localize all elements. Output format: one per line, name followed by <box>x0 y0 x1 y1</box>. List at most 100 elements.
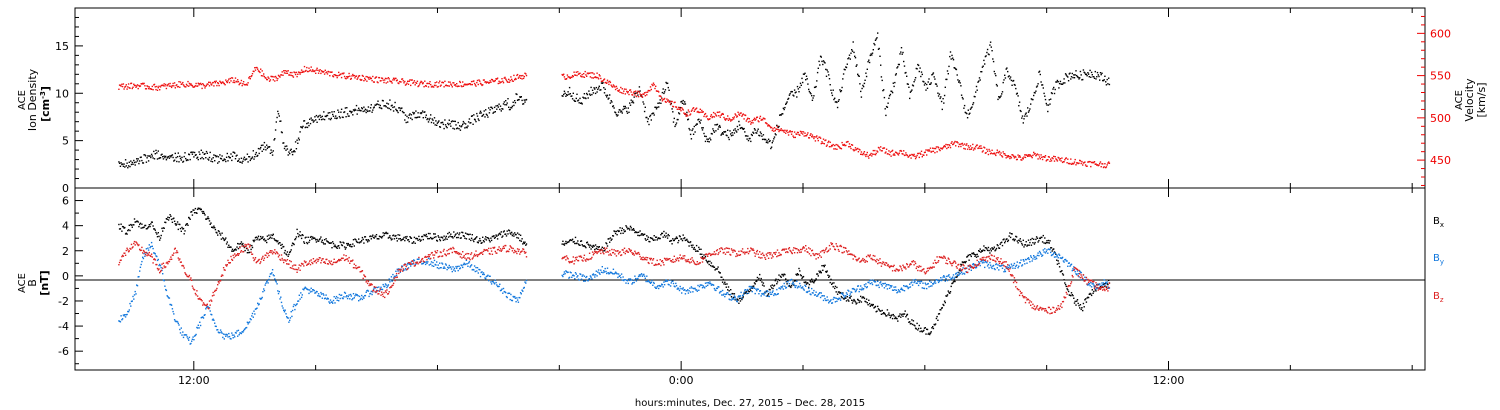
by-point <box>227 336 229 338</box>
density-point <box>494 111 496 113</box>
density-point <box>1054 88 1056 91</box>
by-point <box>595 270 597 272</box>
velocity-point <box>1090 165 1092 168</box>
velocity-point <box>815 136 817 138</box>
velocity-point <box>654 87 656 90</box>
velocity-point <box>251 75 253 77</box>
by-point <box>681 292 683 294</box>
bx-point <box>448 231 450 234</box>
by-point <box>136 284 138 286</box>
velocity-point <box>220 82 223 85</box>
density-point <box>1073 74 1075 76</box>
bx-point <box>915 328 917 330</box>
bx-point <box>1027 239 1030 241</box>
bx-point <box>412 242 414 244</box>
velocity-point <box>600 80 603 82</box>
by-point <box>839 297 841 300</box>
density-point <box>335 115 337 117</box>
by-point <box>131 300 133 302</box>
bx-point <box>798 267 800 270</box>
velocity-point <box>635 95 638 97</box>
density-point <box>491 107 494 110</box>
bx-point <box>165 218 168 220</box>
velocity-point <box>869 154 871 156</box>
density-point <box>727 129 729 131</box>
density-point <box>162 156 164 158</box>
bx-point <box>917 327 920 330</box>
density-point <box>496 108 498 110</box>
velocity-point <box>620 92 623 94</box>
density-point <box>234 158 237 160</box>
by-point <box>291 315 293 318</box>
density-point <box>365 111 367 114</box>
density-point <box>172 156 174 159</box>
by-point <box>592 273 595 275</box>
bx-point <box>1077 302 1079 305</box>
density-point <box>566 94 569 96</box>
density-point <box>263 148 265 151</box>
bx-point <box>1001 241 1003 243</box>
by-point <box>168 297 171 299</box>
density-point <box>771 142 773 144</box>
velocity-point <box>296 75 298 78</box>
bx-point <box>1037 241 1039 243</box>
bx-point <box>490 239 493 242</box>
density-point <box>885 105 888 108</box>
by-point <box>698 285 701 288</box>
density-point <box>875 38 877 40</box>
velocity-point <box>569 77 571 79</box>
by-point <box>394 275 396 277</box>
by-point <box>783 282 785 285</box>
density-point <box>615 113 618 116</box>
by-point <box>226 334 228 336</box>
bx-point <box>797 274 799 276</box>
bx-point <box>393 238 396 240</box>
bx-point <box>872 303 874 306</box>
density-point <box>1027 107 1029 109</box>
density-point <box>283 142 285 144</box>
by-point <box>574 278 576 280</box>
velocity-point <box>511 80 514 82</box>
density-point <box>449 123 451 125</box>
bx-point <box>120 223 122 225</box>
velocity-point <box>843 143 845 146</box>
velocity-point <box>388 78 390 80</box>
bx-point <box>254 239 256 241</box>
bx-point <box>222 237 224 239</box>
bx-point <box>499 232 501 234</box>
velocity-point <box>960 143 963 145</box>
density-point <box>314 116 316 118</box>
bx-point <box>387 232 389 235</box>
density-point <box>502 108 504 110</box>
by-point <box>580 273 582 276</box>
by-point <box>799 285 802 287</box>
bx-point <box>401 238 404 241</box>
by-point <box>629 278 632 280</box>
density-point <box>946 70 949 72</box>
velocity-point <box>960 145 962 148</box>
velocity-point <box>956 141 958 143</box>
by-point <box>823 295 825 297</box>
velocity-point <box>183 85 185 87</box>
density-point <box>496 104 499 107</box>
bx-point <box>612 235 615 237</box>
velocity-point <box>779 129 782 132</box>
by-point <box>620 273 623 275</box>
velocity-point <box>884 152 886 154</box>
velocity-point <box>845 144 847 147</box>
by-point <box>660 285 662 287</box>
density-point <box>619 109 621 111</box>
velocity-point <box>410 79 413 81</box>
velocity-point <box>627 91 629 93</box>
by-point <box>323 297 326 300</box>
velocity-point <box>515 78 517 80</box>
by-point <box>635 277 637 280</box>
density-point <box>1081 79 1083 81</box>
density-point <box>793 95 795 97</box>
bx-point <box>629 229 631 231</box>
velocity-point <box>918 156 920 159</box>
density-point <box>289 149 292 151</box>
velocity-point <box>799 134 801 136</box>
bx-point <box>822 264 825 267</box>
velocity-point <box>148 86 150 88</box>
